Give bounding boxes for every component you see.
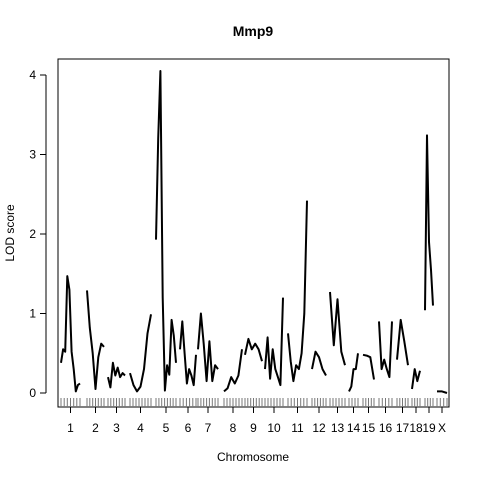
- lod-line-chr-11: [287, 200, 308, 383]
- x-tick-label: 9: [250, 421, 257, 435]
- lod-line-chr-12: [311, 350, 327, 376]
- x-tick-label: 6: [185, 421, 192, 435]
- x-tick-label: 1: [67, 421, 74, 435]
- lod-line-chr-18: [411, 368, 421, 390]
- x-tick-label: 2: [92, 421, 99, 435]
- lod-line-chr-4: [129, 314, 152, 393]
- x-tick-label: 16: [379, 421, 393, 435]
- x-axis: 1 2 3 4 5 6 7 8 9 10 11 12 13 14 15 16 17 18 19 X: [67, 406, 446, 435]
- x-tick-label: X: [438, 421, 446, 435]
- y-tick-label: 4: [29, 68, 36, 82]
- lod-line-chr-13: [329, 291, 346, 366]
- lod-lines: [60, 70, 448, 394]
- lod-line-chr-7: [197, 312, 219, 383]
- y-tick-label: 1: [29, 307, 36, 321]
- lod-line-chr-16: [378, 321, 393, 379]
- lod-line-chr-15: [362, 353, 375, 380]
- x-tick-label: 7: [205, 421, 212, 435]
- lod-line-chr-5: [155, 70, 177, 392]
- lod-line-chr-17: [396, 318, 409, 366]
- y-tick-label: 0: [29, 386, 36, 400]
- x-tick-label: 11: [291, 421, 304, 435]
- x-tick-label: 5: [163, 421, 170, 435]
- x-tick-label: 3: [113, 421, 120, 435]
- marker-rug: [60, 398, 448, 407]
- x-tick-label: 17: [396, 421, 410, 435]
- y-tick-label: 3: [29, 148, 36, 162]
- chart-title: Mmp9: [233, 23, 274, 39]
- lod-line-chr-14: [348, 353, 359, 392]
- lod-line-chr-8: [223, 349, 243, 393]
- lod-line-chr-19: [424, 134, 434, 311]
- x-tick-label: 10: [267, 421, 281, 435]
- x-tick-label: 13: [331, 421, 345, 435]
- lod-line-chr-10: [264, 297, 284, 387]
- x-axis-label: Chromosome: [217, 450, 289, 464]
- x-tick-label: 14: [347, 421, 361, 435]
- x-tick-label: 12: [312, 421, 326, 435]
- lod-line-chr-2: [86, 290, 105, 390]
- y-tick-label: 2: [29, 227, 36, 241]
- x-tick-label: 4: [137, 421, 144, 435]
- x-tick-label: 19: [422, 421, 436, 435]
- y-axis: 0 1 2 3 4: [29, 68, 47, 400]
- y-axis-label: LOD score: [3, 204, 17, 262]
- x-tick-label: 15: [362, 421, 376, 435]
- lod-line-chr-6: [179, 320, 197, 387]
- lod-line-chr-3: [107, 361, 126, 389]
- x-tick-label: 18: [409, 421, 423, 435]
- lod-line-chr-9: [244, 337, 263, 362]
- x-tick-label: 8: [230, 421, 237, 435]
- lod-line-chr-X: [437, 390, 448, 394]
- lod-line-chr-1: [60, 275, 81, 393]
